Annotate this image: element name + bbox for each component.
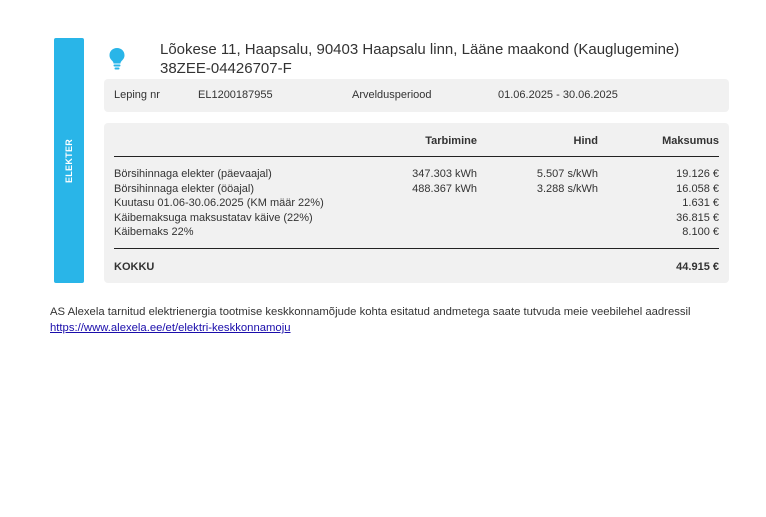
note-text: AS Alexela tarnitud elektrienergia tootm…: [50, 306, 691, 318]
cell-price: 5.507 s/kWh: [536, 168, 598, 180]
charges-table: Tarbimine Hind Maksumus Börsihinnaga ele…: [104, 123, 729, 283]
contract-label: Leping nr: [114, 89, 160, 101]
section-tab-elekter: ELEKTER: [54, 38, 84, 283]
cell-name: Börsihinnaga elekter (ööajal): [114, 182, 255, 195]
header-price: Hind: [573, 135, 598, 147]
table-row: Börsihinnaga elekter (päevaajal) 347.303 …: [104, 168, 729, 182]
cell-amount: 19.126 €: [676, 168, 719, 180]
address: Lõokese 11, Haapsalu, 90403 Haapsalu lin…: [160, 41, 680, 58]
metering-point-code: 38ZEE-04426707-F: [160, 60, 292, 77]
cell-amount: 8.100 €: [682, 226, 719, 238]
cell-name: Käibemaksuga maksustatav käive (22%): [114, 211, 313, 224]
cell-name: Käibemaks 22%: [114, 226, 194, 238]
table-row: Kuutasu 01.06-30.06.2025 (KM määr 22%) 1.…: [104, 197, 729, 211]
cell-name: Kuutasu 01.06-30.06.2025 (KM määr 22%): [114, 197, 324, 209]
metering-point-title: Lõokese 11, Haapsalu, 90403 Haapsalu lin…: [160, 40, 679, 78]
environment-impact-link[interactable]: https://www.alexela.ee/et/elektri-keskko…: [50, 322, 291, 334]
cell-consumption: 488.367 kWh: [412, 182, 477, 195]
total-value: 44.915 €: [676, 261, 719, 273]
period-value: 01.06.2025 - 30.06.2025: [498, 89, 618, 101]
table-row: Käibemaksuga maksustatav käive (22%) 36.8…: [104, 212, 729, 226]
cell-consumption: 347.303 kWh: [412, 168, 477, 180]
total-label: KOKKU: [114, 261, 155, 273]
cell-amount: 1.631 €: [682, 197, 719, 209]
cell-name: Börsihinnaga elekter (päevaajal): [114, 168, 272, 180]
divider: [114, 156, 719, 157]
environment-note: AS Alexela tarnitud elektrienergia tootm…: [50, 304, 730, 336]
cell-price: 3.288 s/kWh: [536, 182, 598, 195]
header-amount: Maksumus: [662, 135, 719, 147]
contract-value: EL1200187955: [198, 89, 273, 101]
section-label: ELEKTER: [64, 138, 74, 183]
cell-amount: 16.058 €: [676, 182, 719, 195]
table-row: Börsihinnaga elekter (ööajal) 488.367 kWh…: [104, 183, 729, 197]
period-label: Arveldusperiood: [352, 89, 432, 101]
lightbulb-icon: [109, 48, 125, 70]
table-row: Käibemaks 22% 8.100 €: [104, 226, 729, 240]
cell-amount: 36.815 €: [676, 211, 719, 224]
divider: [114, 248, 719, 249]
contract-info: Leping nr EL1200187955 Arveldusperiood 0…: [104, 79, 729, 112]
header-consumption: Tarbimine: [425, 135, 477, 147]
